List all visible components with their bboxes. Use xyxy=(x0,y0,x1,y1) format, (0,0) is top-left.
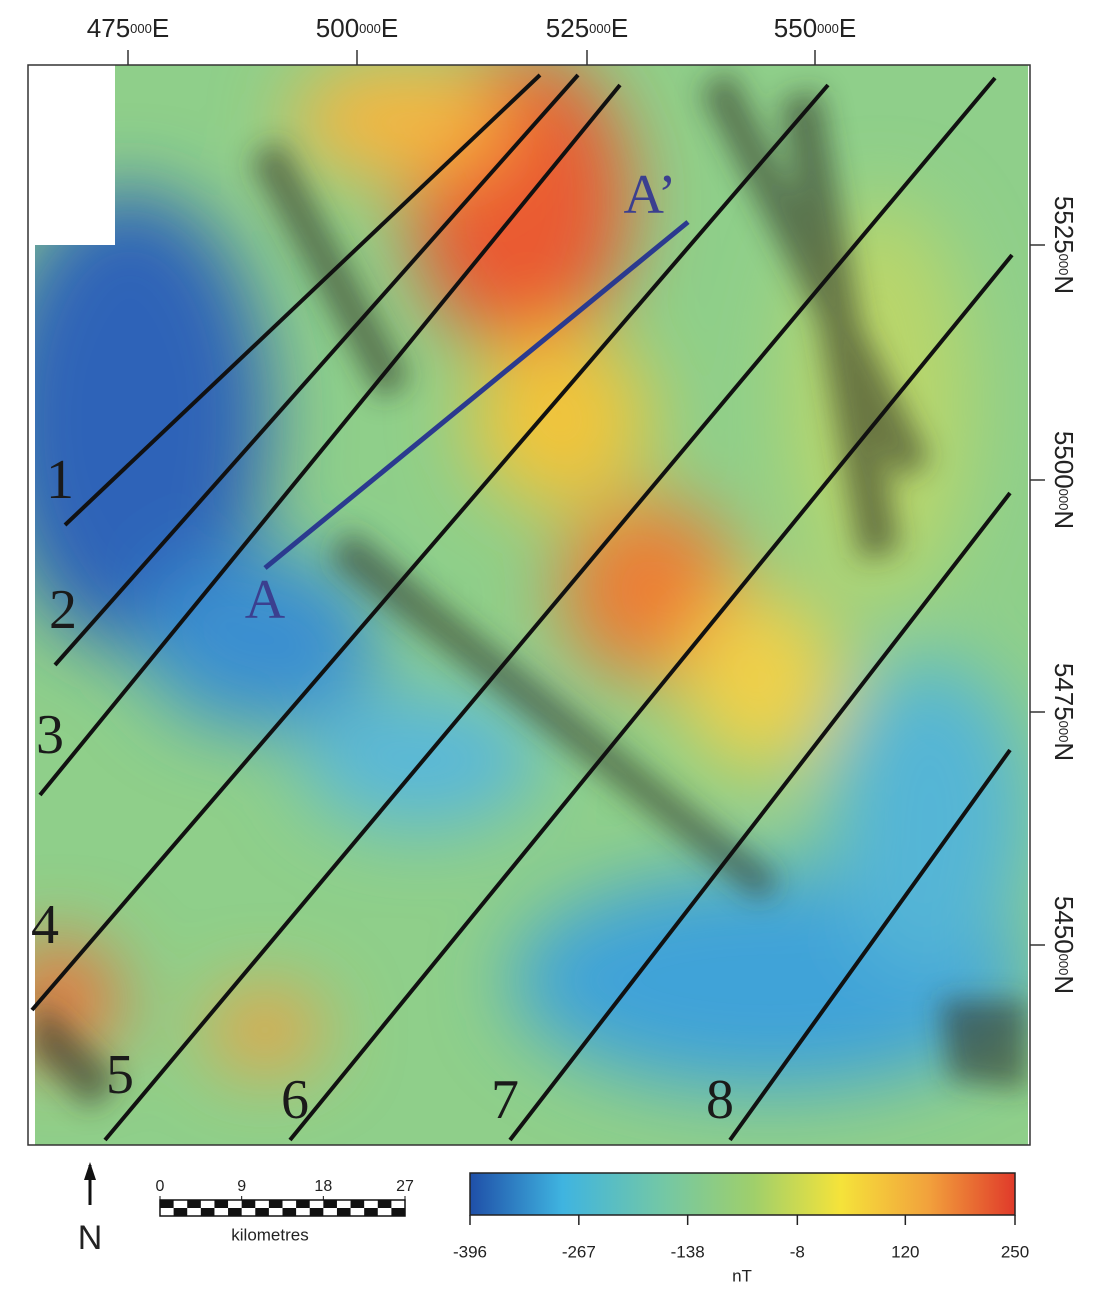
profile-line xyxy=(103,76,997,1142)
northing-label-suffix: N xyxy=(1049,975,1079,994)
scale-segment xyxy=(336,1208,351,1216)
profile-line xyxy=(38,83,622,797)
colorbar-tick-label: 120 xyxy=(891,1242,919,1261)
section-end: A’ xyxy=(624,164,677,226)
profile-line xyxy=(728,748,1012,1142)
northing-label-minor: 000 xyxy=(1056,721,1071,743)
map-frame xyxy=(27,64,1031,1146)
scale-segment xyxy=(173,1208,188,1216)
easting-label-minor: 000 xyxy=(130,21,152,36)
profile-line xyxy=(63,73,542,527)
profile-line xyxy=(30,83,830,1012)
easting-label: 550000E xyxy=(774,13,856,43)
profile-label: 7 xyxy=(491,1069,519,1131)
scale-segment xyxy=(228,1208,242,1216)
northing-label-suffix: N xyxy=(1049,275,1079,294)
colorbar-unit: nT xyxy=(732,1266,752,1285)
northing-label-major: 5475 xyxy=(1049,663,1079,721)
northing-group: 5450000N xyxy=(1049,896,1079,994)
northing-label-major: 5500 xyxy=(1049,431,1079,489)
easting-label-minor: 000 xyxy=(359,21,381,36)
northing-label-suffix: N xyxy=(1049,510,1079,529)
northing-group: 5500000N xyxy=(1049,431,1079,529)
scale-segment xyxy=(160,1200,174,1208)
colorbar-tick-label: -138 xyxy=(671,1242,705,1261)
northing-label-minor: 000 xyxy=(1056,489,1071,511)
easting-label-suffix: E xyxy=(381,13,398,43)
profile-label: 6 xyxy=(281,1069,309,1131)
northing-label-major: 5450 xyxy=(1049,896,1079,954)
easting-label-suffix: E xyxy=(611,13,628,43)
scale-bar: 0 9 18 27 xyxy=(156,1178,414,1217)
profile-label: 5 xyxy=(106,1044,134,1106)
scale-segment xyxy=(214,1200,229,1208)
magnetic-map xyxy=(35,65,1028,1145)
colorbar xyxy=(469,1172,1016,1216)
profile-label: 1 xyxy=(46,449,74,511)
scale-segment xyxy=(255,1208,269,1216)
colorbar-tick-label: 250 xyxy=(1001,1242,1029,1261)
northing-label-minor: 000 xyxy=(1056,254,1071,276)
colorbar-tick-label: -396 xyxy=(453,1242,487,1261)
scale-segment xyxy=(200,1208,215,1216)
easting-label-major: 500 xyxy=(316,13,359,43)
easting-label-major: 525 xyxy=(546,13,589,43)
scale-tick-label: 18 xyxy=(314,1178,332,1195)
easting-label-minor: 000 xyxy=(817,21,839,36)
easting-label-minor: 000 xyxy=(589,21,611,36)
easting-label-suffix: E xyxy=(152,13,169,43)
easting-label: 525000E xyxy=(546,13,628,43)
scale-segment xyxy=(323,1200,337,1208)
profile-lines xyxy=(30,73,1014,1142)
colorbar-tick-label: -8 xyxy=(790,1242,805,1261)
northing-label: 5500000N xyxy=(1049,431,1079,529)
easting-label-suffix: E xyxy=(839,13,856,43)
north-arrow-head xyxy=(84,1162,96,1180)
section-start: A xyxy=(245,569,286,631)
scale-segment xyxy=(241,1200,256,1208)
easting-label-major: 475 xyxy=(87,13,130,43)
easting-label: 500000E xyxy=(316,13,398,43)
profile-line xyxy=(53,73,580,667)
coordinate-labels: 475000E 500000E 525000E 550000E5525000N5500… xyxy=(87,13,1079,994)
profile-label: 4 xyxy=(31,894,59,956)
scale-segment xyxy=(364,1208,378,1216)
northing-label: 5525000N xyxy=(1049,196,1079,294)
profile-line xyxy=(508,491,1012,1142)
section-line xyxy=(263,220,690,570)
scale-tick-label: 0 xyxy=(156,1178,165,1195)
profile-label: 3 xyxy=(36,704,64,766)
scale-tick-label: 9 xyxy=(237,1178,246,1195)
scale-tick-label: 27 xyxy=(396,1178,414,1195)
profile-labels: 1 2 3 4 5 6 7 8 xyxy=(31,449,734,1131)
northing-group: 5475000N xyxy=(1049,663,1079,761)
northing-group: 5525000N xyxy=(1049,196,1079,294)
easting-label-major: 550 xyxy=(774,13,817,43)
scale-segment xyxy=(309,1208,324,1216)
northing-label-minor: 000 xyxy=(1056,954,1071,976)
profile-label: 2 xyxy=(49,579,77,641)
northing-label: 5450000N xyxy=(1049,896,1079,994)
scale-segment xyxy=(187,1200,201,1208)
scale-segment xyxy=(282,1208,297,1216)
profile-label: 8 xyxy=(706,1069,734,1131)
profile-line xyxy=(288,253,1014,1142)
northing-label-suffix: N xyxy=(1049,742,1079,761)
colorbar-tick-label: -267 xyxy=(562,1242,596,1261)
north-label: N xyxy=(78,1219,103,1257)
scale-unit: kilometres xyxy=(231,1225,308,1244)
scale-segment xyxy=(350,1200,365,1208)
easting-label: 475000E xyxy=(87,13,169,43)
scale-segment xyxy=(268,1200,283,1208)
scale-segment xyxy=(391,1208,405,1216)
colorbar-ticks: -396 -267 -138 -8 120 250 xyxy=(453,1215,1029,1261)
northing-label: 5475000N xyxy=(1049,663,1079,761)
scale-segment xyxy=(377,1200,392,1208)
scale-segment xyxy=(296,1200,310,1208)
northing-label-major: 5525 xyxy=(1049,196,1079,254)
